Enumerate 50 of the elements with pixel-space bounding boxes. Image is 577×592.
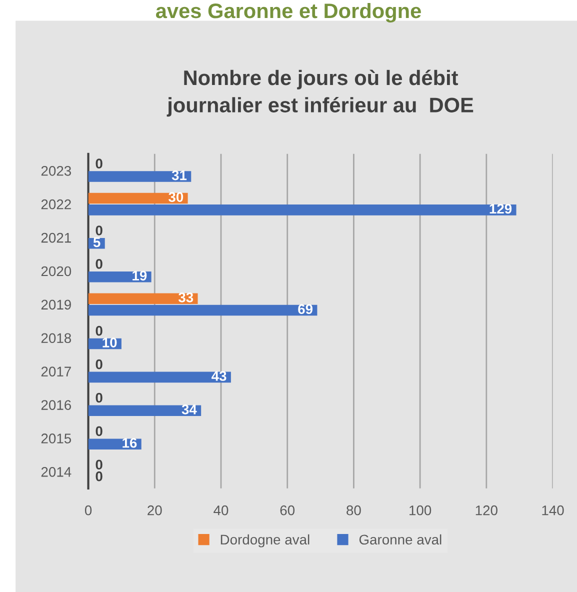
- bar: [88, 204, 516, 216]
- bar: [88, 372, 231, 383]
- x-tick-label: 20: [148, 505, 162, 516]
- data-label: 43: [212, 371, 226, 381]
- data-label: 129: [490, 204, 512, 214]
- bar: [88, 304, 318, 316]
- y-tick-label: 2014: [41, 467, 72, 477]
- legend-label: Garonne aval: [359, 534, 442, 545]
- x-tick-label: 80: [346, 505, 361, 516]
- y-tick-label: 2019: [41, 300, 71, 310]
- x-tick-label: 0: [84, 505, 92, 516]
- x-tick-label: 140: [542, 505, 564, 516]
- bar: [88, 438, 142, 450]
- data-label: 33: [178, 292, 194, 302]
- x-tick-label: 40: [214, 505, 228, 516]
- y-tick-label: 2017: [41, 366, 71, 376]
- data-label: 0: [96, 359, 102, 370]
- y-tick-label: 2018: [41, 333, 72, 344]
- legend-label: Dordogne aval: [220, 534, 310, 548]
- bar: [88, 171, 192, 182]
- data-label: 0: [96, 226, 102, 236]
- data-label: 69: [298, 304, 313, 314]
- x-tick-label: 100: [410, 505, 432, 516]
- data-label: 31: [172, 170, 187, 180]
- y-tick-label: 2023: [41, 166, 72, 176]
- data-label: 0: [96, 392, 102, 403]
- data-label: 0: [96, 326, 102, 336]
- data-label: 16: [122, 438, 137, 448]
- data-label: 5: [93, 237, 100, 248]
- y-tick-label: 2021: [41, 232, 71, 243]
- chart-title: Nombre de jours où le débit journalier est inférieur au DOE: [166, 70, 474, 117]
- data-label: 0: [96, 471, 102, 482]
- bar: [88, 293, 198, 304]
- data-label: 0: [96, 426, 102, 436]
- y-tick-label: 2015: [41, 434, 72, 444]
- data-label: 30: [168, 192, 184, 202]
- y-tick-label: 2022: [41, 199, 71, 210]
- bar: [88, 405, 202, 416]
- text: aves Garonne et Dordogne: [156, 2, 421, 22]
- data-label: 0: [96, 158, 102, 169]
- x-tick-label: 60: [280, 505, 295, 516]
- y-tick-label: 2020: [41, 266, 72, 276]
- x-tick-label: 120: [476, 505, 498, 516]
- bar: [88, 192, 188, 204]
- data-label: 0: [96, 460, 102, 470]
- data-label: 19: [132, 270, 147, 281]
- data-label: 10: [102, 338, 117, 348]
- y-tick-label: 2016: [41, 400, 72, 410]
- data-label: 0: [96, 259, 102, 269]
- data-label: 34: [182, 404, 197, 414]
